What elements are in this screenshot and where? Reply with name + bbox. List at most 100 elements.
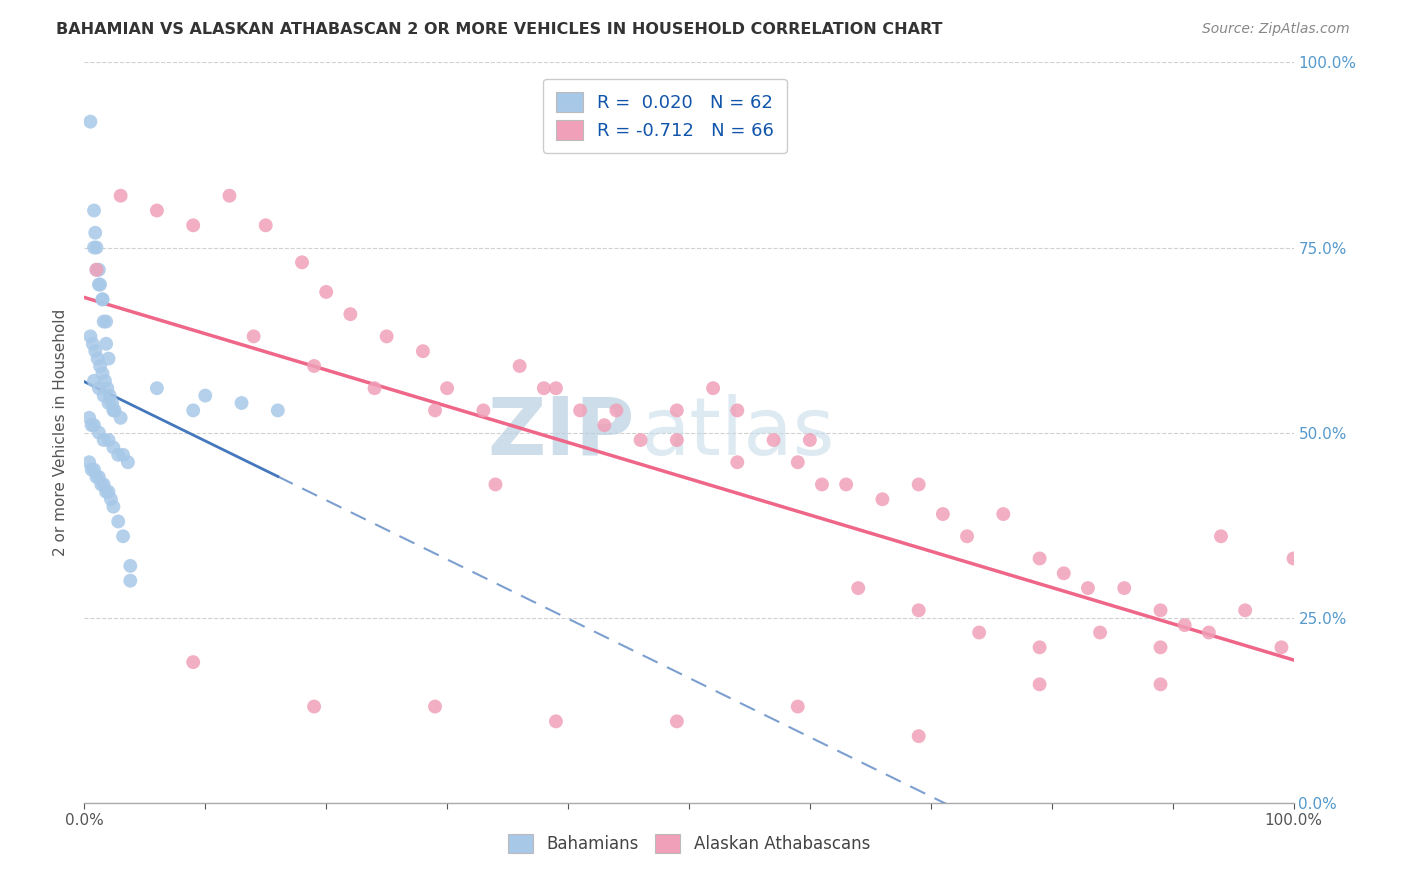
Point [181,219,204,233]
Point [104,403,127,417]
Point [97,433,120,447]
Point [1198,625,1220,640]
Text: Source: ZipAtlas.com: Source: ZipAtlas.com [1202,22,1350,37]
Point [79,114,101,128]
Point [1149,677,1171,691]
Point [97,396,120,410]
Point [84,344,107,359]
Point [83,240,105,255]
Point [101,396,124,410]
Point [231,396,253,410]
Point [472,403,495,417]
Point [91,293,114,307]
Point [87,425,110,440]
Point [83,418,105,433]
Point [79,329,101,343]
Point [90,477,112,491]
Point [302,699,325,714]
Point [1234,603,1257,617]
Point [375,329,398,343]
Point [993,507,1015,521]
Point [509,359,531,373]
Point [1028,551,1050,566]
Point [544,714,567,729]
Point [593,418,616,433]
Point [1028,677,1050,691]
Point [82,336,104,351]
Point [87,381,110,395]
Point [100,492,122,507]
Point [97,484,120,499]
Point [291,255,314,269]
Point [363,381,385,395]
Point [103,441,125,455]
Legend: Bahamians, Alaskan Athabascans: Bahamians, Alaskan Athabascans [499,825,879,861]
Point [194,388,217,402]
Point [107,448,129,462]
Point [967,625,990,640]
Point [117,455,139,469]
Point [77,410,100,425]
Point [91,367,114,381]
Point [302,359,325,373]
Point [98,388,121,402]
Point [1282,551,1305,566]
Point [84,226,107,240]
Point [96,381,118,395]
Point [846,581,869,595]
Point [872,492,894,507]
Point [93,433,115,447]
Point [932,507,955,521]
Point [87,470,110,484]
Point [1077,581,1099,595]
Point [835,477,858,491]
Point [83,374,105,388]
Point [1149,603,1171,617]
Point [91,293,114,307]
Point [533,381,555,395]
Point [907,729,929,743]
Point [1270,640,1292,655]
Point [544,381,567,395]
Point [725,403,748,417]
Point [484,477,506,491]
Point [80,418,103,433]
Point [423,403,446,417]
Point [811,477,834,491]
Point [786,455,808,469]
Point [412,344,434,359]
Point [1209,529,1232,543]
Point [112,529,135,543]
Point [94,484,117,499]
Point [86,262,108,277]
Point [956,529,979,543]
Point [1028,640,1050,655]
Point [254,219,277,233]
Point [86,351,108,366]
Y-axis label: 2 or more Vehicles in Household: 2 or more Vehicles in Household [53,309,69,557]
Point [83,462,105,476]
Point [94,374,117,388]
Point [1174,618,1197,632]
Point [93,314,115,328]
Point [110,188,132,202]
Point [87,277,110,292]
Point [120,558,142,573]
Point [1114,581,1136,595]
Text: atlas: atlas [641,393,835,472]
Point [786,699,808,714]
Point [762,433,785,447]
Text: ZIP: ZIP [488,393,634,472]
Point [630,433,652,447]
Point [242,329,264,343]
Point [89,277,111,292]
Point [665,714,688,729]
Point [110,410,132,425]
Point [86,240,108,255]
Point [907,477,929,491]
Point [120,574,142,588]
Point [103,500,125,514]
Point [569,403,592,417]
Point [94,336,117,351]
Point [112,448,135,462]
